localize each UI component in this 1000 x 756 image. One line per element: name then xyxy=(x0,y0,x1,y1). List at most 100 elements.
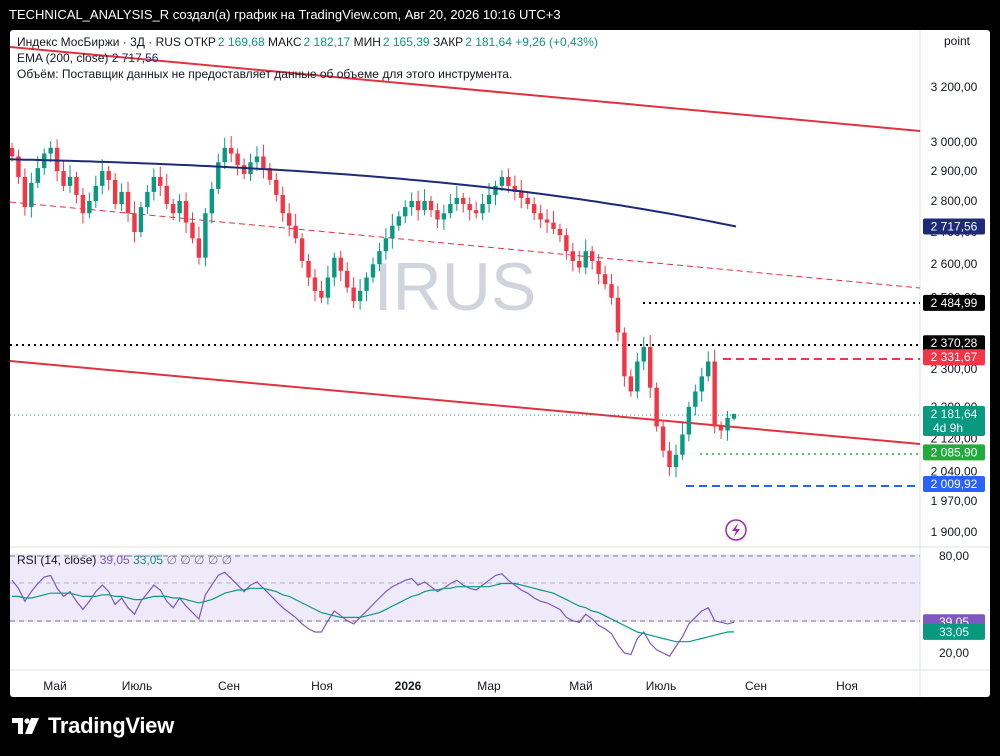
change-value: +9,26 (+0,43%) xyxy=(515,35,598,49)
tradingview-brand[interactable]: TradingView xyxy=(12,712,174,740)
low-label: МИН xyxy=(353,35,381,49)
candle xyxy=(42,148,47,175)
candle xyxy=(544,209,550,233)
candle xyxy=(667,442,672,476)
candle xyxy=(267,162,273,186)
price-badges: 2 484,99 2 370,282 331,67 2 717,56 2 085,90… xyxy=(923,218,985,640)
candle xyxy=(454,186,460,211)
candle xyxy=(564,228,569,260)
level-2085-badge: 2 085,90 xyxy=(923,444,985,461)
candle xyxy=(461,192,466,213)
open-value: 2 169,68 xyxy=(217,35,265,49)
svg-text:33,05: 33,05 xyxy=(939,625,969,639)
candle xyxy=(338,250,343,282)
candle xyxy=(177,194,182,222)
candle xyxy=(138,202,144,238)
rsi-placeholders: ∅ ∅ ∅ ∅ ∅ xyxy=(166,553,233,567)
candle xyxy=(306,254,311,287)
candle xyxy=(351,277,356,309)
rsi-label[interactable]: RSI (14, close) xyxy=(17,553,97,567)
time-tick-label: Сен xyxy=(745,679,767,693)
candle xyxy=(29,172,34,218)
instrument-label[interactable]: Индекс МосБиржи · 3Д · RUS xyxy=(17,35,181,49)
rsi-tick-label: 20,00 xyxy=(939,646,969,660)
candle xyxy=(216,153,221,195)
candle xyxy=(235,148,240,176)
svg-text:2 370,28: 2 370,28 xyxy=(931,336,978,350)
candle xyxy=(67,165,73,193)
candle xyxy=(112,173,118,210)
chart-legend: Индекс МосБиржи · 3Д · RUS ОТКР 2 169,68 … xyxy=(17,34,598,82)
candle xyxy=(35,156,40,189)
candle xyxy=(673,444,679,478)
candle xyxy=(164,174,169,210)
candle xyxy=(628,369,634,397)
candle xyxy=(370,257,376,283)
candle xyxy=(93,175,99,208)
candle xyxy=(345,262,350,293)
candle xyxy=(480,193,485,221)
candle xyxy=(422,189,427,216)
candle xyxy=(190,212,195,244)
high-value: 2 182,17 xyxy=(303,35,351,49)
candle xyxy=(61,160,66,192)
candle xyxy=(570,242,576,272)
price-tick-label: 2 900,00 xyxy=(931,164,978,178)
ema-200-line xyxy=(10,158,737,228)
rsi-tick-label: 80,00 xyxy=(939,549,969,563)
rsi-band xyxy=(10,554,920,622)
candle xyxy=(48,141,53,163)
rsi-line xyxy=(11,571,735,657)
price-tick-label: 1 900,00 xyxy=(931,525,978,539)
candle xyxy=(615,285,621,342)
rsi-ma-badge: 33,05 xyxy=(923,623,985,640)
candle xyxy=(718,421,724,440)
ema-label[interactable]: EMA (200, close) xyxy=(17,51,109,65)
time-tick-label: 2026 xyxy=(395,679,422,693)
candle xyxy=(357,279,363,310)
brand-name: TradingView xyxy=(48,713,174,738)
rsi-axis[interactable]: 80,00 20,00 xyxy=(939,549,969,660)
candle xyxy=(693,384,698,416)
candle xyxy=(280,186,285,222)
candle xyxy=(396,211,401,231)
candle xyxy=(609,273,614,305)
low-value: 2 165,39 xyxy=(382,35,430,49)
ema-badge: 2 717,56 xyxy=(923,218,985,235)
candle xyxy=(519,180,524,209)
rsi-legend-ma-value: 33,05 xyxy=(133,553,164,567)
candle xyxy=(583,239,588,275)
candle xyxy=(106,165,111,191)
price-tick-label: 3 200,00 xyxy=(931,80,978,94)
chart-panel[interactable]: IRUS 3 200,00 3 000,00 2 900,00 2 800,00 2 7… xyxy=(10,30,990,697)
price-tick-label: 1 970,00 xyxy=(931,494,978,508)
candle xyxy=(319,280,324,303)
ema-value: 2 717,56 xyxy=(111,51,159,65)
level-2331-badge: 2 331,67 xyxy=(923,349,985,366)
footer: TradingView xyxy=(0,697,1000,756)
open-label: ОТКР xyxy=(184,35,216,49)
chart-canvas[interactable]: IRUS 3 200,00 3 000,00 2 900,00 2 800,00 2 7… xyxy=(10,30,990,697)
candle xyxy=(364,272,369,302)
candle xyxy=(409,192,414,216)
level-2009-badge: 2 009,92 xyxy=(923,475,985,492)
lightning-icon[interactable] xyxy=(725,519,747,541)
time-tick-label: Май xyxy=(569,679,593,693)
time-axis[interactable]: Май Июль Сен Ноя 2026 Мар Май Июль Сен Ноя xyxy=(43,679,858,693)
time-tick-label: Мар xyxy=(477,679,501,693)
candle xyxy=(170,198,176,221)
candle xyxy=(622,327,627,387)
candle xyxy=(448,193,453,219)
candle xyxy=(383,228,389,260)
channel-upper-line xyxy=(10,46,921,132)
candle xyxy=(473,201,479,219)
candle xyxy=(647,335,653,398)
time-tick-label: Ноя xyxy=(311,679,333,693)
candle xyxy=(87,192,92,219)
candle xyxy=(680,422,685,460)
candle xyxy=(80,188,86,224)
candles xyxy=(10,135,737,478)
time-tick-label: Июль xyxy=(646,679,677,693)
scale-mode-label[interactable]: point xyxy=(943,34,970,48)
